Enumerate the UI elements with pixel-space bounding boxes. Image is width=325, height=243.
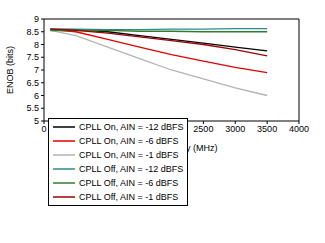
svg-text:Input Frequency (MHz): Input Frequency (MHz): [125, 143, 217, 153]
svg-text:3500: 3500: [257, 124, 277, 134]
svg-text:8: 8: [34, 40, 39, 50]
svg-text:4000: 4000: [289, 124, 309, 134]
svg-text:8.5: 8.5: [26, 27, 39, 37]
svg-text:ENOB (bits): ENOB (bits): [8, 46, 15, 94]
svg-text:7: 7: [34, 65, 39, 75]
svg-text:1000: 1000: [98, 124, 118, 134]
svg-text:2500: 2500: [193, 124, 213, 134]
svg-text:500: 500: [68, 124, 83, 134]
svg-text:6.5: 6.5: [26, 78, 39, 88]
svg-text:3000: 3000: [225, 124, 245, 134]
svg-text:5: 5: [34, 116, 39, 126]
svg-text:6: 6: [34, 91, 39, 101]
svg-text:0: 0: [41, 124, 46, 134]
svg-text:5.5: 5.5: [26, 103, 39, 113]
svg-text:9: 9: [34, 14, 39, 24]
svg-text:7.5: 7.5: [26, 52, 39, 62]
svg-text:2000: 2000: [161, 124, 181, 134]
svg-text:1500: 1500: [130, 124, 150, 134]
